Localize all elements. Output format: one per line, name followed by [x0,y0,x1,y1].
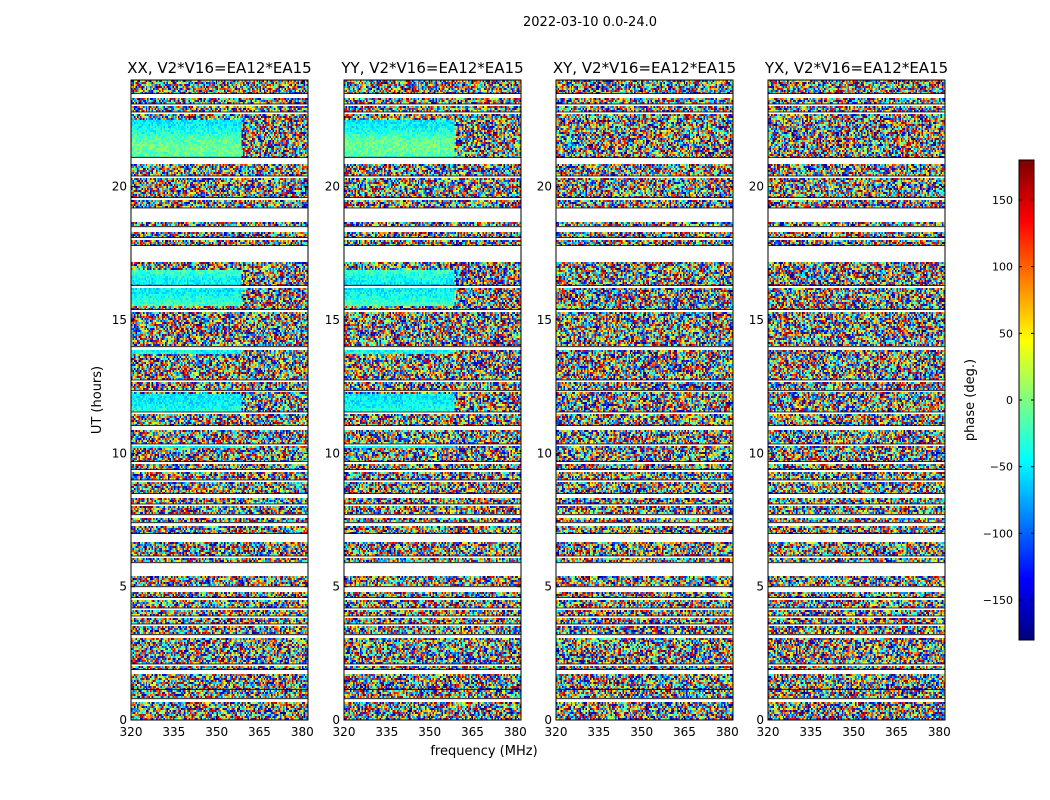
y-tick-label: 10 [112,446,127,460]
heatmap-image [344,80,521,720]
x-tick-label: 335 [799,725,822,739]
heatmap-image [556,80,733,720]
x-tick-label: 380 [504,725,527,739]
y-tick-label: 5 [544,580,552,594]
x-tick-label: 320 [333,725,356,739]
x-tick-label: 320 [120,725,143,739]
y-tick-label: 15 [537,313,552,327]
panel-2: XY, V2*V16=EA12*EA15 320 335 350 365 380 0 5 10 1… [537,59,739,739]
panel-frame [767,79,946,721]
x-tick-label: 335 [375,725,398,739]
heatmap-image [768,80,945,720]
panel-1: YY, V2*V16=EA12*EA15 320 335 350 365 380 0 5 10 1… [325,59,527,739]
heatmap-image [131,80,308,720]
y-tick-label: 10 [537,446,552,460]
x-tick-label: 320 [757,725,780,739]
x-tick-label: 350 [630,725,653,739]
y-tick-label: 15 [325,313,340,327]
colorbar-tick-label: −50 [990,461,1013,474]
x-tick-label: 335 [162,725,185,739]
x-axis-label: frequency (MHz) [430,744,537,759]
panel-3: YX, V2*V16=EA12*EA15 320 335 350 365 380 0 5 10 1… [749,59,951,739]
y-tick-label: 0 [544,713,552,727]
x-tick-label: 365 [885,725,908,739]
panel-frame [555,79,734,721]
panel-0: XX, V2*V16=EA12*EA15 320 335 350 365 380 0 5 10 1… [112,59,314,739]
x-tick-label: 350 [842,725,865,739]
colorbar-tick-label: 0 [1006,394,1013,407]
colorbar-tick-label: −150 [983,594,1013,607]
x-tick-label: 320 [545,725,568,739]
panel-title: XX, V2*V16=EA12*EA15 [127,59,311,77]
y-tick-label: 5 [756,580,764,594]
figure-suptitle: 2022-03-10 0.0-24.0 [523,15,657,30]
colorbar-tick-label: 50 [999,327,1013,340]
x-tick-label: 365 [461,725,484,739]
x-tick-label: 380 [291,725,314,739]
y-tick-label: 10 [325,446,340,460]
y-tick-label: 0 [756,713,764,727]
y-axis-label: UT (hours) [90,366,105,434]
x-tick-label: 380 [716,725,739,739]
y-tick-label: 0 [119,713,127,727]
y-tick-label: 20 [112,180,127,194]
y-tick-label: 5 [332,580,340,594]
y-tick-label: 20 [325,180,340,194]
x-tick-label: 350 [418,725,441,739]
y-tick-label: 20 [749,180,764,194]
panels: XX, V2*V16=EA12*EA15 320 335 350 365 380 0 5 10 1… [112,59,951,739]
panel-frame [343,79,522,721]
x-tick-label: 350 [205,725,228,739]
colorbar-label: phase (deg.) [963,359,978,441]
panel-frame [130,79,309,721]
y-tick-label: 10 [749,446,764,460]
colorbar-tick-label: 100 [992,261,1013,274]
y-tick-label: 20 [537,180,552,194]
y-tick-label: 15 [112,313,127,327]
x-tick-label: 380 [928,725,951,739]
x-tick-label: 365 [673,725,696,739]
colorbar-tick-label: −100 [983,527,1013,540]
panel-title: YY, V2*V16=EA12*EA15 [340,59,523,77]
y-tick-label: 15 [749,313,764,327]
x-tick-label: 365 [248,725,271,739]
y-tick-label: 5 [119,580,127,594]
x-tick-label: 335 [587,725,610,739]
colorbar-gradient [1019,160,1034,640]
panel-title: YX, V2*V16=EA12*EA15 [764,59,948,77]
y-tick-label: 0 [332,713,340,727]
colorbar: 150 100 50 0 −50 −100 −150 [983,159,1035,641]
panel-title: XY, V2*V16=EA12*EA15 [553,59,736,77]
colorbar-tick-label: 150 [992,194,1013,207]
